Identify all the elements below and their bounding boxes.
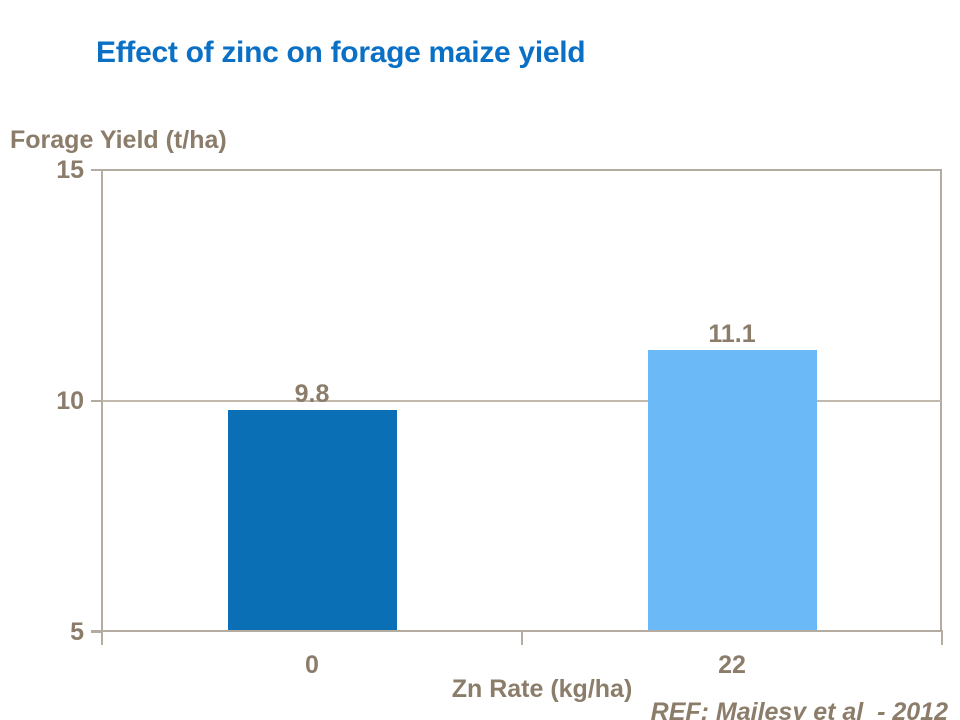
- y-tick-label-5: 5: [70, 618, 84, 646]
- x-category-label: 22: [718, 651, 746, 679]
- chart-title: Effect of zinc on forage maize yield: [96, 36, 586, 69]
- y-tick-label-15: 15: [56, 156, 84, 184]
- bar-zn-0: [227, 410, 397, 632]
- reference-citation: REF: Majlesy et al - 2012: [650, 698, 948, 720]
- x-axis-title: Zn Rate (kg/ha): [451, 675, 633, 703]
- bar-zn-22: [647, 350, 817, 632]
- gridline-10: [103, 400, 941, 402]
- y-tick-mark-5: [91, 631, 103, 633]
- x-category-label: 0: [305, 651, 319, 679]
- y-tick-mark-15: [91, 169, 103, 171]
- bar-value-label: 9.8: [294, 380, 330, 408]
- x-tick-mark-2: [941, 632, 943, 645]
- y-axis-title: Forage Yield (t/ha): [10, 126, 227, 154]
- bar-value-label: 11.1: [708, 320, 756, 348]
- x-tick-mark-1: [521, 632, 523, 645]
- x-tick-mark-0: [101, 632, 103, 645]
- x-axis-line: [91, 630, 943, 632]
- y-tick-label-10: 10: [56, 387, 84, 415]
- y-tick-mark-10: [91, 400, 103, 402]
